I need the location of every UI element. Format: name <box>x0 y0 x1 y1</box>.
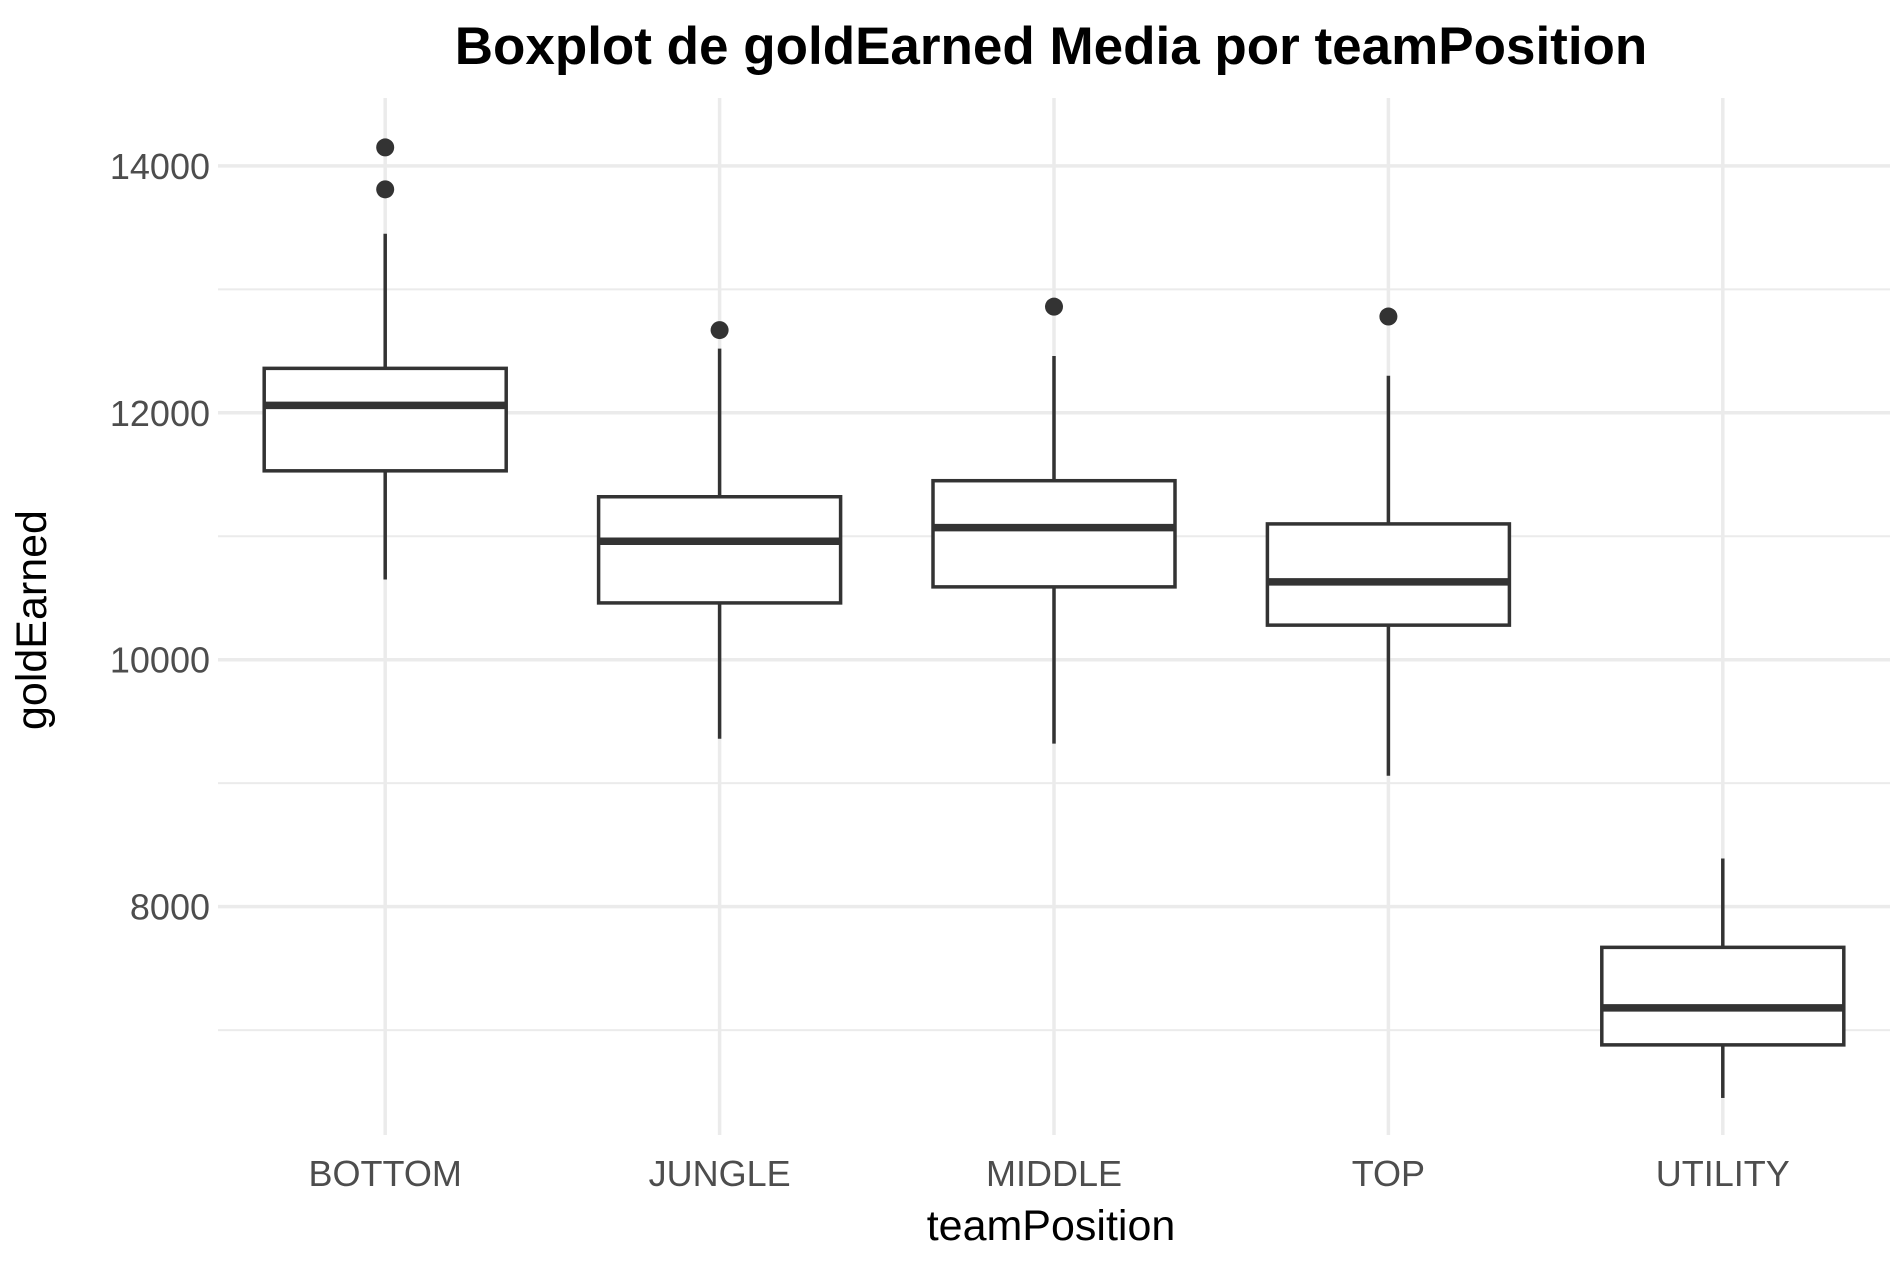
x-tick-label: BOTTOM <box>309 1153 462 1194</box>
x-axis-ticks: BOTTOM JUNGLE MIDDLE TOP UTILITY <box>309 1153 1790 1194</box>
outlier-point <box>1379 307 1398 326</box>
outlier-point <box>710 321 729 340</box>
iqr-box <box>1600 945 1846 1047</box>
box-utility <box>1600 858 1846 1098</box>
box-jungle <box>596 321 843 739</box>
y-tick-label: 14000 <box>110 146 210 187</box>
x-axis-title: teamPosition <box>927 1202 1176 1250</box>
y-tick-label: 8000 <box>130 887 210 928</box>
x-tick-label: MIDDLE <box>986 1153 1122 1194</box>
box-bottom <box>262 138 508 580</box>
outlier-point <box>376 138 395 157</box>
y-tick-label: 12000 <box>110 393 210 434</box>
y-axis-title: goldEarned <box>8 510 56 730</box>
outlier-point <box>376 180 395 199</box>
y-tick-label: 10000 <box>110 640 210 681</box>
x-tick-label: JUNGLE <box>649 1153 791 1194</box>
iqr-box <box>1265 522 1512 627</box>
box-middle <box>931 297 1177 744</box>
chart-title: Boxplot de goldEarned Media por teamPosi… <box>455 17 1648 76</box>
box-top <box>1265 307 1512 776</box>
x-tick-label: TOP <box>1352 1153 1425 1194</box>
iqr-box <box>931 478 1177 589</box>
iqr-box <box>262 366 508 473</box>
outlier-point <box>1045 297 1063 316</box>
iqr-box <box>596 495 843 605</box>
x-tick-label: UTILITY <box>1656 1153 1790 1194</box>
boxes-layer <box>262 138 1846 1098</box>
y-axis-ticks: 8000 10000 12000 14000 <box>110 146 210 928</box>
